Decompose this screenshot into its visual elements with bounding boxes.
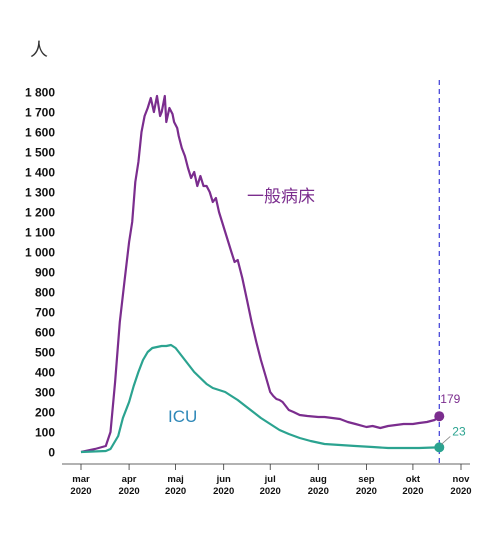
- y-tick-label: 300: [35, 386, 55, 400]
- y-tick-label: 1 400: [25, 166, 55, 180]
- y-tick-label: 900: [35, 266, 55, 280]
- x-tick-label-year: 2020: [213, 486, 234, 497]
- x-tick-label-month: aug: [310, 474, 327, 485]
- y-tick-label: 1 600: [25, 126, 55, 140]
- series-name-label: ICU: [168, 407, 197, 426]
- x-axis: mar2020apr2020maj2020jun2020jul2020aug20…: [62, 463, 472, 497]
- series-end-value-label: 23: [452, 424, 466, 438]
- x-tick-label-year: 2020: [119, 486, 140, 497]
- y-tick-label: 0: [48, 446, 55, 460]
- y-tick-label: 1 100: [25, 226, 55, 240]
- y-tick-label: 200: [35, 406, 55, 420]
- x-tick-label-year: 2020: [165, 486, 186, 497]
- x-tick-label-year: 2020: [356, 486, 377, 497]
- y-tick-label: 800: [35, 286, 55, 300]
- x-tick-label-month: mar: [72, 474, 90, 485]
- x-tick-label-year: 2020: [70, 486, 91, 497]
- x-tick-label-year: 2020: [260, 486, 281, 497]
- x-tick-label-month: jul: [264, 474, 276, 485]
- unit-label: 人: [30, 40, 48, 61]
- y-tick-label: 1 700: [25, 106, 55, 120]
- series-line-0: [80, 94, 440, 454]
- x-tick-label-year: 2020: [308, 486, 329, 497]
- series-line-1: [80, 343, 440, 454]
- y-tick-label: 600: [35, 326, 55, 340]
- y-tick-label: 1 300: [25, 186, 55, 200]
- series-end-value-label: 179: [440, 392, 460, 406]
- x-tick-label-month: maj: [167, 474, 183, 485]
- end-label-leader: [441, 436, 451, 445]
- labels-layer: 179 23 一般病床 ICU: [168, 187, 466, 445]
- x-tick-label-year: 2020: [450, 486, 471, 497]
- y-tick-label: 500: [35, 346, 55, 360]
- y-tick-label: 1 500: [25, 146, 55, 160]
- y-tick-label: 1 800: [25, 86, 55, 100]
- series-layer: [80, 94, 445, 454]
- series-end-marker-1: [434, 442, 445, 453]
- x-tick-label-month: jun: [216, 474, 231, 485]
- x-tick-label-month: nov: [453, 474, 471, 485]
- x-tick-label-month: okt: [406, 474, 421, 485]
- y-tick-label: 100: [35, 426, 55, 440]
- x-tick-label-year: 2020: [402, 486, 423, 497]
- y-tick-label: 400: [35, 366, 55, 380]
- y-tick-label: 700: [35, 306, 55, 320]
- y-axis: 0 100 200 300 400 500 600 700 800 900 1 000 1 100 1 …: [25, 86, 55, 460]
- y-tick-label: 1 000: [25, 246, 55, 260]
- x-tick-label-month: sep: [358, 474, 375, 485]
- x-tick-label-month: apr: [122, 474, 137, 485]
- series-end-marker-0: [434, 411, 445, 422]
- y-tick-label: 1 200: [25, 206, 55, 220]
- series-name-label: 一般病床: [247, 187, 315, 207]
